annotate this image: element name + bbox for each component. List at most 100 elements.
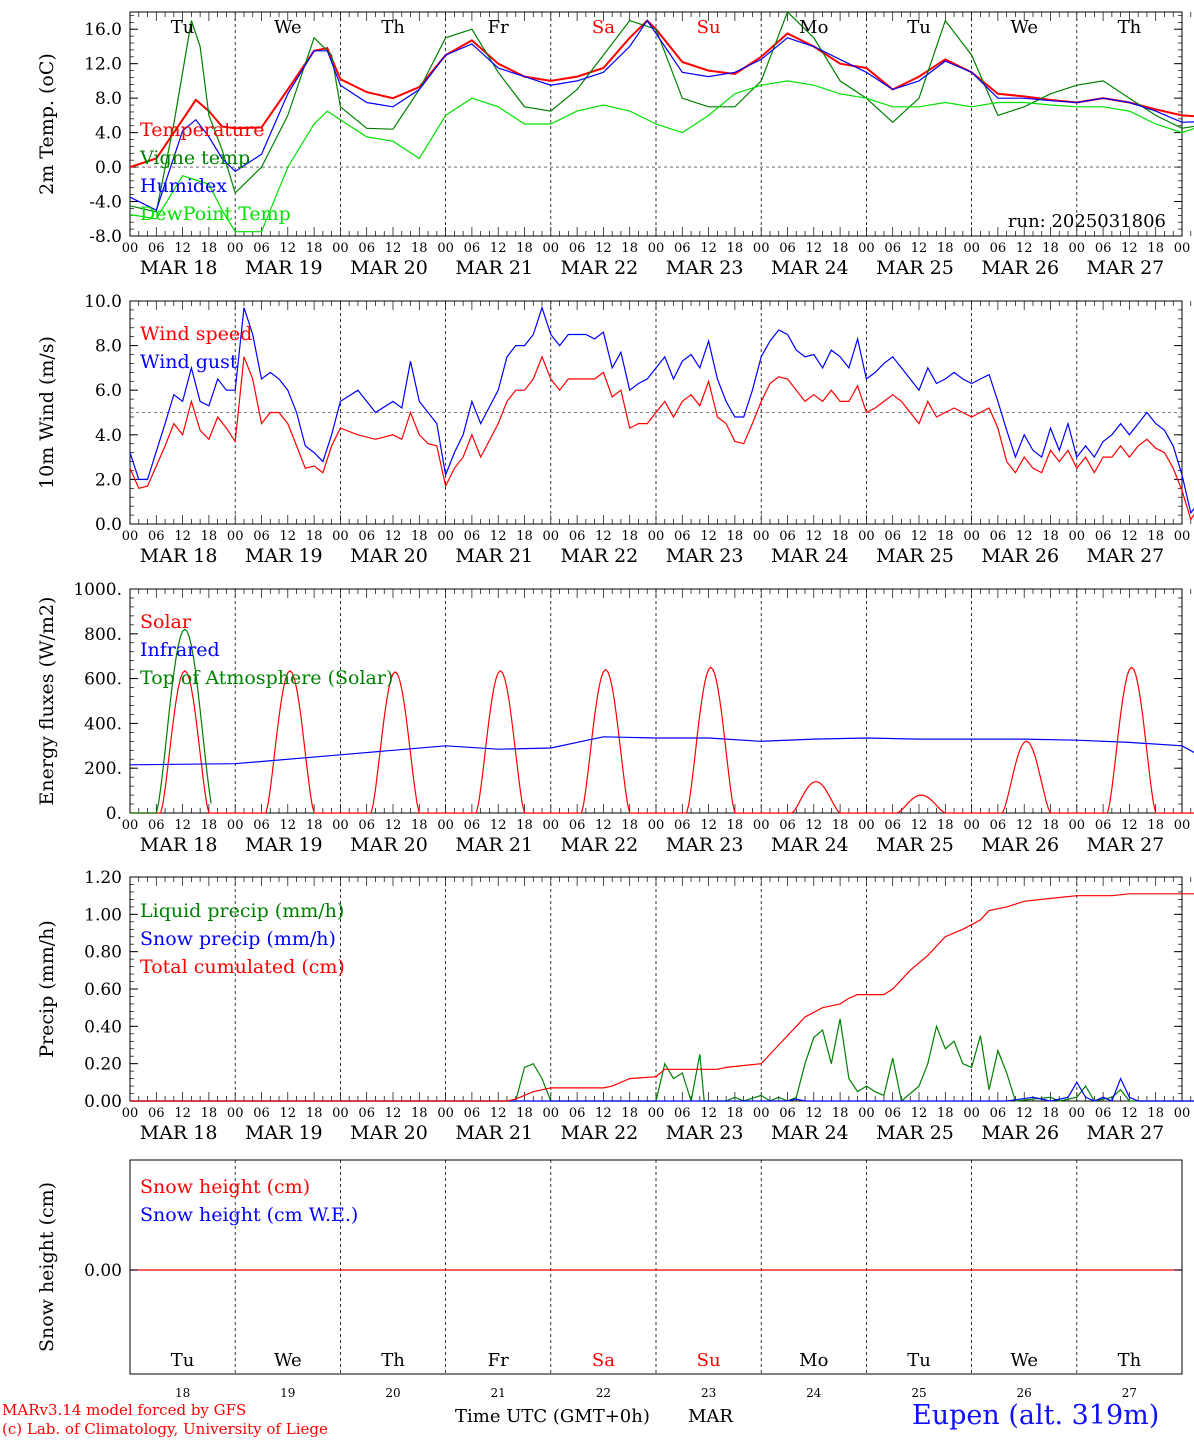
y-tick-label: 4.0 <box>95 124 122 144</box>
hour-tick-label: 12 <box>806 529 823 544</box>
y-tick-label: 1.20 <box>84 868 122 888</box>
hour-tick-label: 06 <box>569 241 586 256</box>
day-name-bottom: Fr <box>488 1350 509 1371</box>
hour-tick-label: 12 <box>595 241 612 256</box>
hour-tick-label: 18 <box>621 241 638 256</box>
hour-tick-label: 18 <box>411 529 428 544</box>
day-name-bottom: Sa <box>592 1350 615 1371</box>
y-tick-label: 400. <box>84 714 122 734</box>
date-tick-label: MAR 25 <box>876 1122 954 1144</box>
y-tick-label: 1.00 <box>84 905 122 925</box>
hour-tick-label: 18 <box>1147 529 1164 544</box>
run-label: run: 2025031806 <box>1008 211 1166 232</box>
y-tick-label: 0.00 <box>84 1092 122 1112</box>
hour-tick-label: 06 <box>1095 818 1112 833</box>
hour-tick-label: 18 <box>201 818 218 833</box>
date-tick-label: MAR 27 <box>1087 1122 1165 1144</box>
hour-tick-label: 18 <box>937 1106 954 1121</box>
series-line-wind-gust <box>129 305 1194 515</box>
date-tick-label: MAR 19 <box>245 834 323 856</box>
hour-tick-label: 12 <box>174 818 191 833</box>
hour-tick-label: 12 <box>806 1106 823 1121</box>
day-name-top: Tu <box>171 17 195 38</box>
hour-tick-label: 06 <box>884 529 901 544</box>
series-line-dewpoint-temp <box>129 80 1194 233</box>
hour-tick-label: 06 <box>569 818 586 833</box>
hour-tick-label: 00 <box>543 241 560 256</box>
hour-tick-label: 00 <box>1174 1106 1191 1121</box>
hour-tick-label: 18 <box>621 1106 638 1121</box>
hour-tick-label: 06 <box>148 529 165 544</box>
hour-tick-label: 12 <box>280 1106 297 1121</box>
hour-tick-label: 18 <box>727 241 744 256</box>
hour-tick-label: 12 <box>911 241 928 256</box>
hour-tick-label: 00 <box>332 1106 349 1121</box>
hour-tick-label: 18 <box>516 818 533 833</box>
hour-tick-label: 06 <box>1095 529 1112 544</box>
hour-tick-label: 12 <box>806 818 823 833</box>
date-tick-label: MAR 23 <box>666 545 744 567</box>
date-tick-label: MAR 26 <box>981 834 1059 856</box>
hour-tick-label: 12 <box>595 1106 612 1121</box>
hour-tick-label: 12 <box>174 1106 191 1121</box>
hour-tick-label: 06 <box>990 529 1007 544</box>
date-tick-label: MAR 24 <box>771 257 849 279</box>
hour-tick-label: 12 <box>595 818 612 833</box>
time-axis-title: Time UTC (GMT+0h) <box>455 1406 650 1427</box>
day-name-top: We <box>1010 17 1038 38</box>
hour-tick-label: 18 <box>1147 1106 1164 1121</box>
hour-tick-label: 00 <box>122 241 139 256</box>
y-tick-label: 800. <box>84 625 122 645</box>
hour-tick-label: 12 <box>1016 529 1033 544</box>
panel-1 <box>129 10 1194 237</box>
y-axis-label: Precip (mm/h) <box>36 920 58 1058</box>
hour-tick-label: 18 <box>832 1106 849 1121</box>
day-number: 23 <box>701 1386 716 1400</box>
hour-tick-label: 18 <box>201 1106 218 1121</box>
y-tick-label: 6.0 <box>95 381 122 401</box>
hour-tick-label: 06 <box>884 818 901 833</box>
hour-tick-label: 18 <box>621 529 638 544</box>
hour-tick-label: 06 <box>464 529 481 544</box>
date-tick-label: MAR 20 <box>350 834 428 856</box>
hour-tick-label: 06 <box>779 241 796 256</box>
date-tick-label: MAR 25 <box>876 834 954 856</box>
legend-entry: Total cumulated (cm) <box>140 956 345 978</box>
day-name-top: Su <box>697 17 721 38</box>
hour-tick-label: 18 <box>411 1106 428 1121</box>
y-tick-label: 600. <box>84 670 122 690</box>
y-tick-label: 0.40 <box>84 1017 122 1037</box>
legend-entry: Snow precip (mm/h) <box>140 928 336 950</box>
y-tick-label: 0.60 <box>84 980 122 1000</box>
y-tick-label: 12.0 <box>84 55 122 75</box>
hour-tick-label: 18 <box>832 529 849 544</box>
hour-tick-label: 12 <box>911 818 928 833</box>
day-number: 25 <box>911 1386 926 1400</box>
hour-tick-label: 06 <box>253 241 270 256</box>
hour-tick-label: 06 <box>990 241 1007 256</box>
day-number: 21 <box>491 1386 506 1400</box>
hour-tick-label: 18 <box>727 1106 744 1121</box>
hour-tick-label: 00 <box>122 529 139 544</box>
day-name-bottom: We <box>1010 1350 1038 1371</box>
hour-tick-label: 12 <box>911 529 928 544</box>
series-line-liquid-precip-mm-h- <box>130 1018 1194 1103</box>
hour-tick-label: 12 <box>490 1106 507 1121</box>
date-tick-label: MAR 24 <box>771 834 849 856</box>
hour-tick-label: 06 <box>253 529 270 544</box>
hour-tick-label: 00 <box>858 1106 875 1121</box>
hour-tick-label: 00 <box>227 1106 244 1121</box>
y-tick-label: -8.0 <box>89 227 122 247</box>
date-tick-label: MAR 19 <box>245 545 323 567</box>
hour-tick-label: 18 <box>411 241 428 256</box>
hour-tick-label: 00 <box>1174 241 1191 256</box>
y-tick-label: 0.80 <box>84 943 122 963</box>
y-tick-label: 0.0 <box>95 515 122 535</box>
y-tick-label: 10.0 <box>84 292 122 312</box>
legend-entry: Snow height (cm W.E.) <box>140 1204 358 1226</box>
hour-tick-label: 00 <box>543 818 560 833</box>
series-line-top-of-atmosphere-solar- <box>130 628 212 814</box>
day-name-bottom: Th <box>381 1350 405 1371</box>
hour-tick-label: 00 <box>1069 241 1086 256</box>
date-tick-label: MAR 22 <box>561 257 639 279</box>
